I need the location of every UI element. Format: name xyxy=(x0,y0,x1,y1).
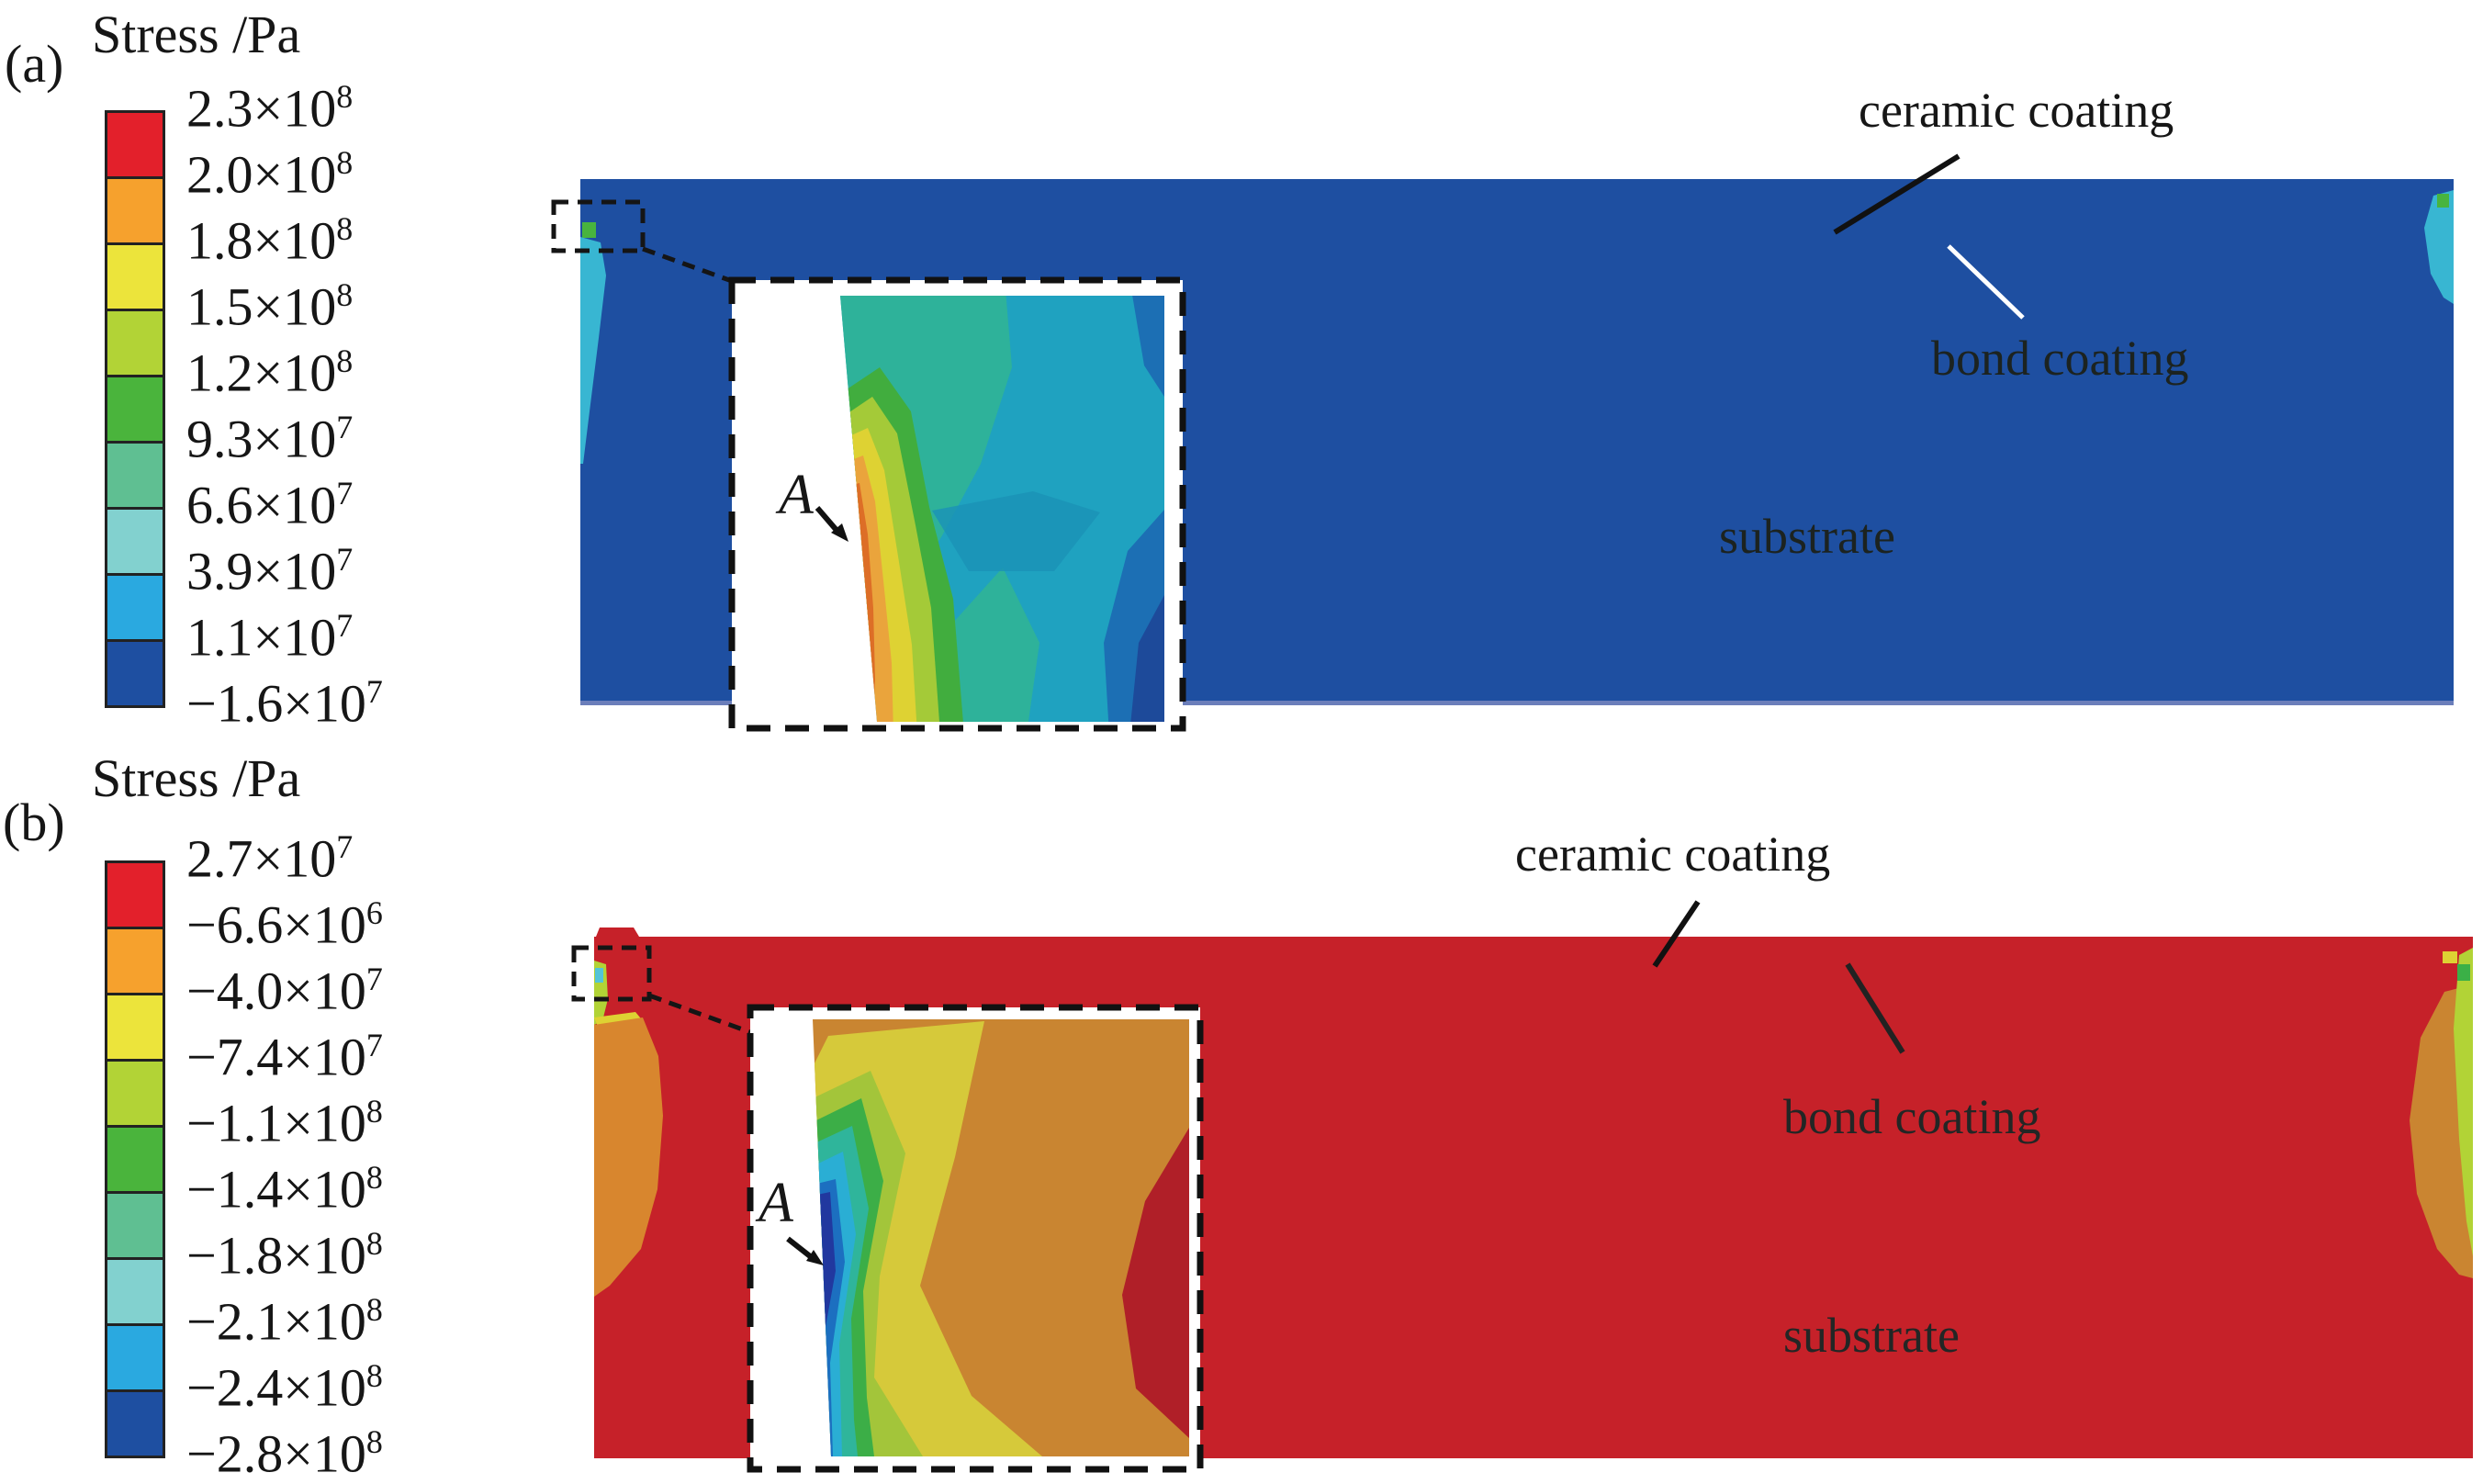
legend-a-label-0: 2.3×108 xyxy=(186,77,354,139)
legend-b-label-1: −6.6×106 xyxy=(186,894,383,955)
legend-a-cell-3 xyxy=(105,309,165,377)
panel-b-ceramic-label: ceramic coating xyxy=(1515,826,1831,882)
panel-a-left-cyan-patch xyxy=(580,237,606,464)
panel-a-right-green-spot xyxy=(2437,194,2449,208)
panel-a-substrate-label: substrate xyxy=(1719,509,1895,564)
legend-a-cell-7 xyxy=(105,573,165,642)
panel-b-zoom-connector xyxy=(648,993,751,1035)
legend-a-cell-8 xyxy=(105,639,165,708)
panel-a-plot xyxy=(551,153,2454,732)
legend-b-label-0: 2.7×107 xyxy=(186,827,354,889)
panel-b-top-bump xyxy=(596,928,639,937)
panel-b-substrate-label: substrate xyxy=(1783,1308,1960,1363)
legend-a-label-7: 3.9×107 xyxy=(186,540,354,601)
panel-a-left-green-spot xyxy=(582,222,596,238)
panel-a-zoom-source-box xyxy=(551,199,646,253)
legend-b-label-5: −1.4×108 xyxy=(186,1158,383,1220)
panel-b-tag: (b) xyxy=(3,793,65,852)
legend-b-label-8: −2.4×108 xyxy=(186,1356,383,1418)
legend-a-cell-1 xyxy=(105,176,165,245)
legend-a-label-1: 2.0×108 xyxy=(186,143,354,205)
legend-a-label-2: 1.8×108 xyxy=(186,209,354,271)
legend-a-cell-0 xyxy=(105,110,165,179)
panel-b-zoom-source-box xyxy=(571,945,652,1002)
legend-a-label-5: 9.3×107 xyxy=(186,408,354,469)
legend-a-label-3: 1.5×108 xyxy=(186,275,354,337)
legend-b-cell-4 xyxy=(105,1125,165,1194)
legend-a-label-4: 1.2×108 xyxy=(186,342,354,403)
panel-a-ceramic-label: ceramic coating xyxy=(1859,83,2174,138)
panel-a-bond-label: bond coating xyxy=(1931,331,2189,386)
panel-b-marker-arrow xyxy=(786,1236,815,1262)
panel-b-left-orange-patch xyxy=(594,1017,663,1297)
legend-b-cell-5 xyxy=(105,1191,165,1260)
legend-b-label-2: −4.0×107 xyxy=(186,960,383,1021)
panel-b-marker-arrowhead xyxy=(806,1250,824,1265)
legend-a-cell-2 xyxy=(105,242,165,311)
legend-b-cell-8 xyxy=(105,1389,165,1458)
legend-a-label-9: −1.6×107 xyxy=(186,672,383,734)
panel-b-inset xyxy=(747,1004,1204,1473)
legend-b-label-6: −1.8×108 xyxy=(186,1224,383,1286)
legend-b-label-7: −2.1×108 xyxy=(186,1290,383,1352)
panel-b-bond-leader xyxy=(1845,962,1905,1054)
panel-a-zoom-connector xyxy=(642,246,733,284)
legend-b-cell-0 xyxy=(105,860,165,929)
panel-b-right-green-spot xyxy=(2457,964,2470,981)
panel-b-ceramic-leader xyxy=(1652,900,1701,968)
panel-b-left-cyan-spot xyxy=(595,968,603,983)
legend-b-cell-1 xyxy=(105,927,165,995)
panel-a-inset xyxy=(728,276,1186,732)
legend-b-cell-3 xyxy=(105,1059,165,1128)
panel-a-tag: (a) xyxy=(5,34,64,94)
panel-a-inset-contour xyxy=(840,296,1164,722)
legend-b-cell-2 xyxy=(105,993,165,1062)
panel-a-bottom-edge xyxy=(580,701,2454,705)
panel-b-plot xyxy=(571,900,2473,1473)
legend-b-cell-7 xyxy=(105,1323,165,1392)
panel-b-right-yellow-spot xyxy=(2443,951,2457,963)
legend-a-label-8: 1.1×107 xyxy=(186,606,354,668)
legend-b-title: Stress /Pa xyxy=(92,748,301,808)
legend-a-cell-6 xyxy=(105,507,165,576)
panel-b-right-ygreen-strip xyxy=(2454,948,2473,1256)
panel-a-marker-arrowhead xyxy=(831,523,848,542)
legend-b-label-4: −1.1×108 xyxy=(186,1092,383,1153)
panel-a-right-cyan-patch xyxy=(2424,190,2454,304)
legend-a-label-6: 6.6×107 xyxy=(186,474,354,535)
panel-a-bond-leader xyxy=(1947,244,2025,320)
legend-a-title: Stress /Pa xyxy=(92,5,301,64)
legend-b-label-3: −7.4×107 xyxy=(186,1026,383,1087)
panel-a-ceramic-leader xyxy=(1833,153,1961,235)
legend-a-cell-5 xyxy=(105,441,165,510)
panel-b-inset-contour xyxy=(813,1019,1189,1456)
panel-a-marker-A: A xyxy=(779,464,814,526)
legend-b-cell-6 xyxy=(105,1257,165,1326)
legend-b-label-9: −2.8×108 xyxy=(186,1422,383,1484)
panel-b-marker-A: A xyxy=(758,1172,793,1234)
panel-b-bond-label: bond coating xyxy=(1783,1089,2041,1144)
legend-a-cell-4 xyxy=(105,375,165,444)
